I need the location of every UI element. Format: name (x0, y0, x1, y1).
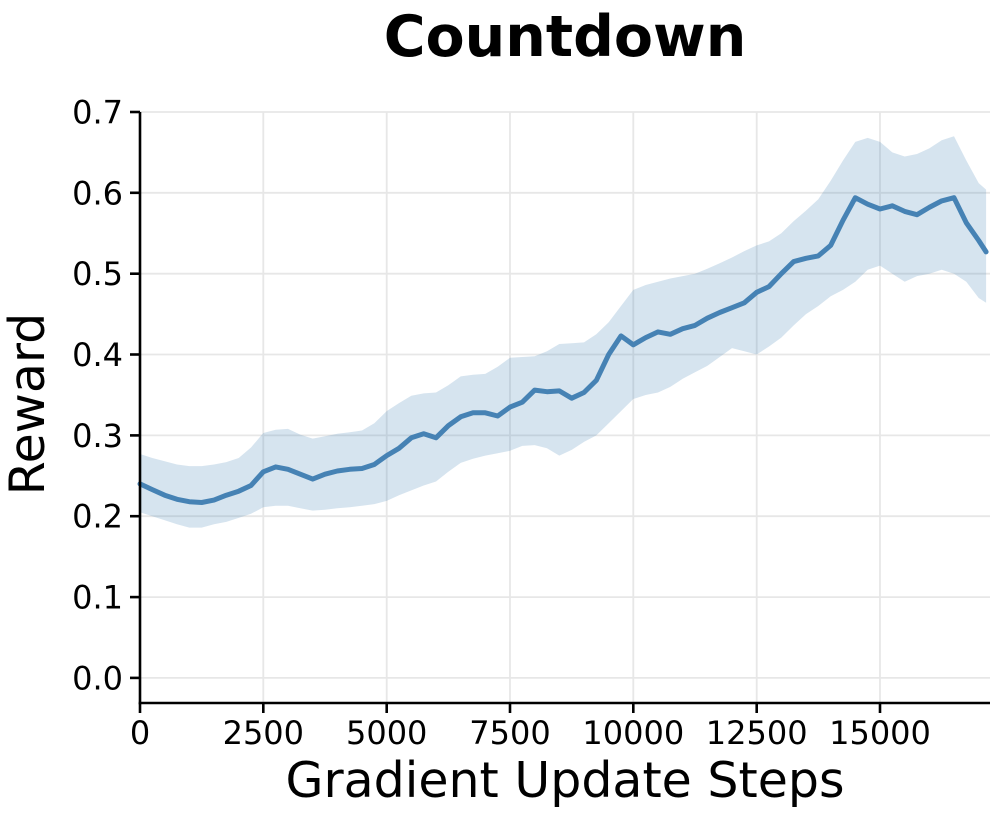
x-tick-label: 0 (130, 714, 150, 752)
y-tick-label: 0.1 (72, 579, 123, 617)
y-tick-labels: 0.0 0.1 0.2 0.3 0.4 0.5 0.6 0.7 (72, 94, 123, 698)
y-tick-label: 0.0 (72, 659, 123, 697)
x-axis-label: Gradient Update Steps (285, 752, 845, 809)
y-axis-label: Reward (0, 312, 56, 496)
grid-lines (139, 111, 990, 703)
axis-spines (138, 112, 990, 705)
mean-line (137, 195, 989, 505)
x-tick-label: 10000 (582, 714, 684, 752)
x-tick-labels: 0 2500 5000 7500 10000 12500 15000 (130, 714, 931, 752)
y-tick-label: 0.2 (72, 498, 123, 536)
y-tick-label: 0.7 (72, 94, 123, 132)
x-tick-label: 2500 (223, 714, 304, 752)
confidence-band (140, 136, 987, 528)
x-tick-label: 5000 (346, 714, 427, 752)
x-tick-label: 12500 (706, 714, 808, 752)
x-tick-label: 15000 (829, 714, 931, 752)
y-tick-label: 0.4 (72, 336, 123, 374)
y-tick-label: 0.5 (72, 255, 123, 293)
tick-marks (130, 110, 882, 713)
y-tick-label: 0.6 (72, 174, 123, 212)
x-tick-label: 7500 (469, 714, 550, 752)
y-tick-label: 0.3 (72, 417, 123, 455)
chart-title: Countdown (383, 4, 747, 70)
